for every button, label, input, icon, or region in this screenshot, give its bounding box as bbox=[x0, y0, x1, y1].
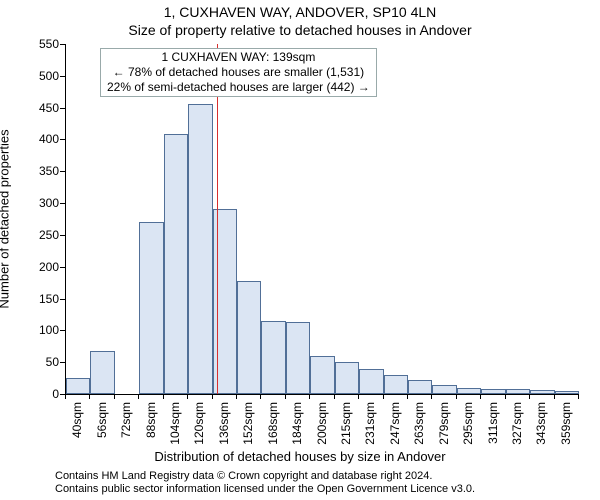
x-tick-label: 152sqm bbox=[241, 402, 255, 445]
x-tick-mark bbox=[334, 394, 335, 399]
y-tick-label: 50 bbox=[46, 355, 59, 369]
x-tick-label: 295sqm bbox=[461, 402, 475, 445]
histogram-bar bbox=[90, 351, 114, 394]
x-tick-label: 311sqm bbox=[486, 402, 500, 444]
y-tick-label: 0 bbox=[52, 387, 59, 401]
x-tick-label: 200sqm bbox=[315, 402, 329, 445]
histogram-bar bbox=[384, 375, 408, 394]
histogram-bar bbox=[457, 388, 481, 394]
x-tick-label: 120sqm bbox=[192, 402, 206, 445]
x-tick-mark bbox=[505, 394, 506, 399]
x-tick-mark bbox=[554, 394, 555, 399]
histogram-bar bbox=[530, 390, 554, 394]
y-tick-mark bbox=[60, 44, 65, 45]
x-tick-mark bbox=[578, 394, 579, 399]
footnotes: Contains HM Land Registry data © Crown c… bbox=[55, 470, 475, 496]
histogram-bar bbox=[213, 209, 237, 394]
x-tick-mark bbox=[407, 394, 408, 399]
y-tick-label: 350 bbox=[39, 164, 59, 178]
y-tick-label: 200 bbox=[39, 260, 59, 274]
x-tick-label: 343sqm bbox=[534, 402, 548, 445]
x-tick-mark bbox=[65, 394, 66, 399]
y-tick-label: 550 bbox=[39, 37, 59, 51]
annotation-line: 22% of semi-detached houses are larger (… bbox=[107, 80, 370, 95]
y-tick-mark bbox=[60, 139, 65, 140]
y-tick-mark bbox=[60, 235, 65, 236]
x-tick-mark bbox=[187, 394, 188, 399]
histogram-bar bbox=[408, 380, 432, 394]
footnote-line-1: Contains HM Land Registry data © Crown c… bbox=[55, 470, 475, 483]
histogram-bar bbox=[164, 134, 188, 394]
x-tick-label: 40sqm bbox=[70, 402, 84, 438]
x-tick-mark bbox=[309, 394, 310, 399]
histogram-bar bbox=[506, 389, 530, 394]
y-tick-label: 400 bbox=[39, 132, 59, 146]
x-tick-label: 104sqm bbox=[168, 402, 182, 445]
x-tick-mark bbox=[358, 394, 359, 399]
chart-title-address: 1, CUXHAVEN WAY, ANDOVER, SP10 4LN bbox=[0, 4, 600, 20]
x-tick-mark bbox=[163, 394, 164, 399]
chart-container: 1, CUXHAVEN WAY, ANDOVER, SP10 4LN Size … bbox=[0, 0, 600, 500]
x-tick-label: 56sqm bbox=[95, 402, 109, 438]
x-tick-mark bbox=[89, 394, 90, 399]
x-tick-label: 215sqm bbox=[339, 402, 353, 445]
histogram-bar bbox=[66, 378, 90, 394]
x-tick-label: 247sqm bbox=[388, 402, 402, 445]
histogram-bar bbox=[555, 391, 579, 394]
histogram-bar bbox=[335, 362, 359, 394]
x-tick-label: 184sqm bbox=[290, 402, 304, 445]
y-tick-mark bbox=[60, 108, 65, 109]
x-tick-mark bbox=[383, 394, 384, 399]
x-axis-label: Distribution of detached houses by size … bbox=[0, 449, 600, 464]
x-tick-mark bbox=[431, 394, 432, 399]
x-tick-mark bbox=[114, 394, 115, 399]
y-tick-mark bbox=[60, 362, 65, 363]
x-tick-mark bbox=[212, 394, 213, 399]
x-tick-mark bbox=[480, 394, 481, 399]
y-tick-label: 500 bbox=[39, 69, 59, 83]
x-tick-label: 231sqm bbox=[363, 402, 377, 445]
y-tick-mark bbox=[60, 330, 65, 331]
annotation-line: ← 78% of detached houses are smaller (1,… bbox=[107, 65, 370, 80]
x-tick-label: 263sqm bbox=[412, 402, 426, 445]
y-tick-label: 300 bbox=[39, 196, 59, 210]
histogram-bar bbox=[310, 356, 334, 394]
y-tick-label: 250 bbox=[39, 228, 59, 242]
x-tick-label: 279sqm bbox=[437, 402, 451, 445]
x-tick-label: 327sqm bbox=[510, 402, 524, 445]
histogram-bar bbox=[359, 369, 383, 394]
histogram-bar bbox=[261, 321, 285, 394]
histogram-bar bbox=[481, 389, 505, 394]
x-tick-label: 88sqm bbox=[144, 402, 158, 438]
y-tick-mark bbox=[60, 267, 65, 268]
histogram-bar bbox=[139, 222, 163, 394]
y-tick-mark bbox=[60, 76, 65, 77]
footnote-line-2: Contains public sector information licen… bbox=[55, 483, 475, 496]
y-tick-label: 100 bbox=[39, 323, 59, 337]
histogram-bar bbox=[432, 385, 456, 394]
histogram-bar bbox=[188, 104, 212, 394]
histogram-bar bbox=[286, 322, 310, 394]
x-tick-label: 136sqm bbox=[217, 402, 231, 445]
y-tick-label: 450 bbox=[39, 101, 59, 115]
x-tick-mark bbox=[529, 394, 530, 399]
x-tick-label: 168sqm bbox=[266, 402, 280, 445]
chart-title-subtitle: Size of property relative to detached ho… bbox=[0, 22, 600, 38]
histogram-bar bbox=[237, 281, 261, 394]
x-tick-label: 72sqm bbox=[119, 402, 133, 438]
x-tick-mark bbox=[138, 394, 139, 399]
annotation-line: 1 CUXHAVEN WAY: 139sqm bbox=[107, 50, 370, 65]
x-tick-mark bbox=[285, 394, 286, 399]
x-tick-mark bbox=[260, 394, 261, 399]
y-tick-mark bbox=[60, 171, 65, 172]
y-tick-label: 150 bbox=[39, 292, 59, 306]
y-tick-mark bbox=[60, 299, 65, 300]
x-tick-mark bbox=[236, 394, 237, 399]
x-tick-label: 359sqm bbox=[559, 402, 573, 445]
y-tick-mark bbox=[60, 203, 65, 204]
annotation-box: 1 CUXHAVEN WAY: 139sqm← 78% of detached … bbox=[100, 48, 377, 97]
y-axis-label: Number of detached properties bbox=[0, 44, 12, 394]
x-tick-mark bbox=[456, 394, 457, 399]
